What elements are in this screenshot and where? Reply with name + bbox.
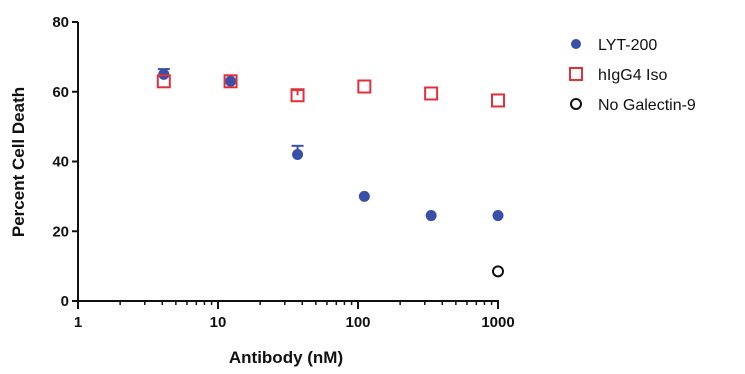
point-higg4-iso <box>424 86 439 101</box>
point-higg4-iso <box>357 79 372 94</box>
point-higg4-iso <box>223 74 238 89</box>
x-tick-label: 10 <box>210 314 227 331</box>
y-axis-title: Percent Cell Death <box>9 87 28 237</box>
point-higg4-iso <box>491 93 505 108</box>
legend-marker-no-galectin-9 <box>570 98 582 110</box>
point-higg4-iso <box>156 74 171 89</box>
data-marks <box>156 68 505 278</box>
point-lyt-200 <box>492 210 504 222</box>
point-lyt-200 <box>425 210 437 222</box>
y-tick-label: 40 <box>52 154 69 171</box>
point-no-galectin-9 <box>492 265 504 278</box>
legend-marker-higg4-iso <box>569 67 583 81</box>
ticks: 0 20 40 60 80 1 10 100 1000 <box>52 14 514 331</box>
legend: LYT-200 hIgG4 Iso No Galectin-9 <box>569 37 696 114</box>
axes <box>77 22 499 302</box>
y-tick-label: 60 <box>52 84 69 101</box>
point-lyt-200 <box>358 190 370 202</box>
y-tick-label: 80 <box>52 14 69 31</box>
legend-label: hIgG4 Iso <box>598 67 667 84</box>
point-lyt-200 <box>225 75 237 87</box>
x-tick-label: 100 <box>345 314 370 331</box>
y-tick-label: 20 <box>52 223 69 240</box>
x-axis-title: Antibody (nM) <box>229 348 343 367</box>
point-lyt-200 <box>292 149 304 161</box>
point-higg4-iso <box>290 88 305 103</box>
legend-label: No Galectin-9 <box>598 97 696 114</box>
x-tick-label: 1000 <box>481 314 514 331</box>
y-tick-label: 0 <box>61 293 69 310</box>
legend-marker-lyt-200 <box>571 39 581 49</box>
legend-label: LYT-200 <box>598 37 657 54</box>
x-tick-label: 1 <box>74 314 82 331</box>
